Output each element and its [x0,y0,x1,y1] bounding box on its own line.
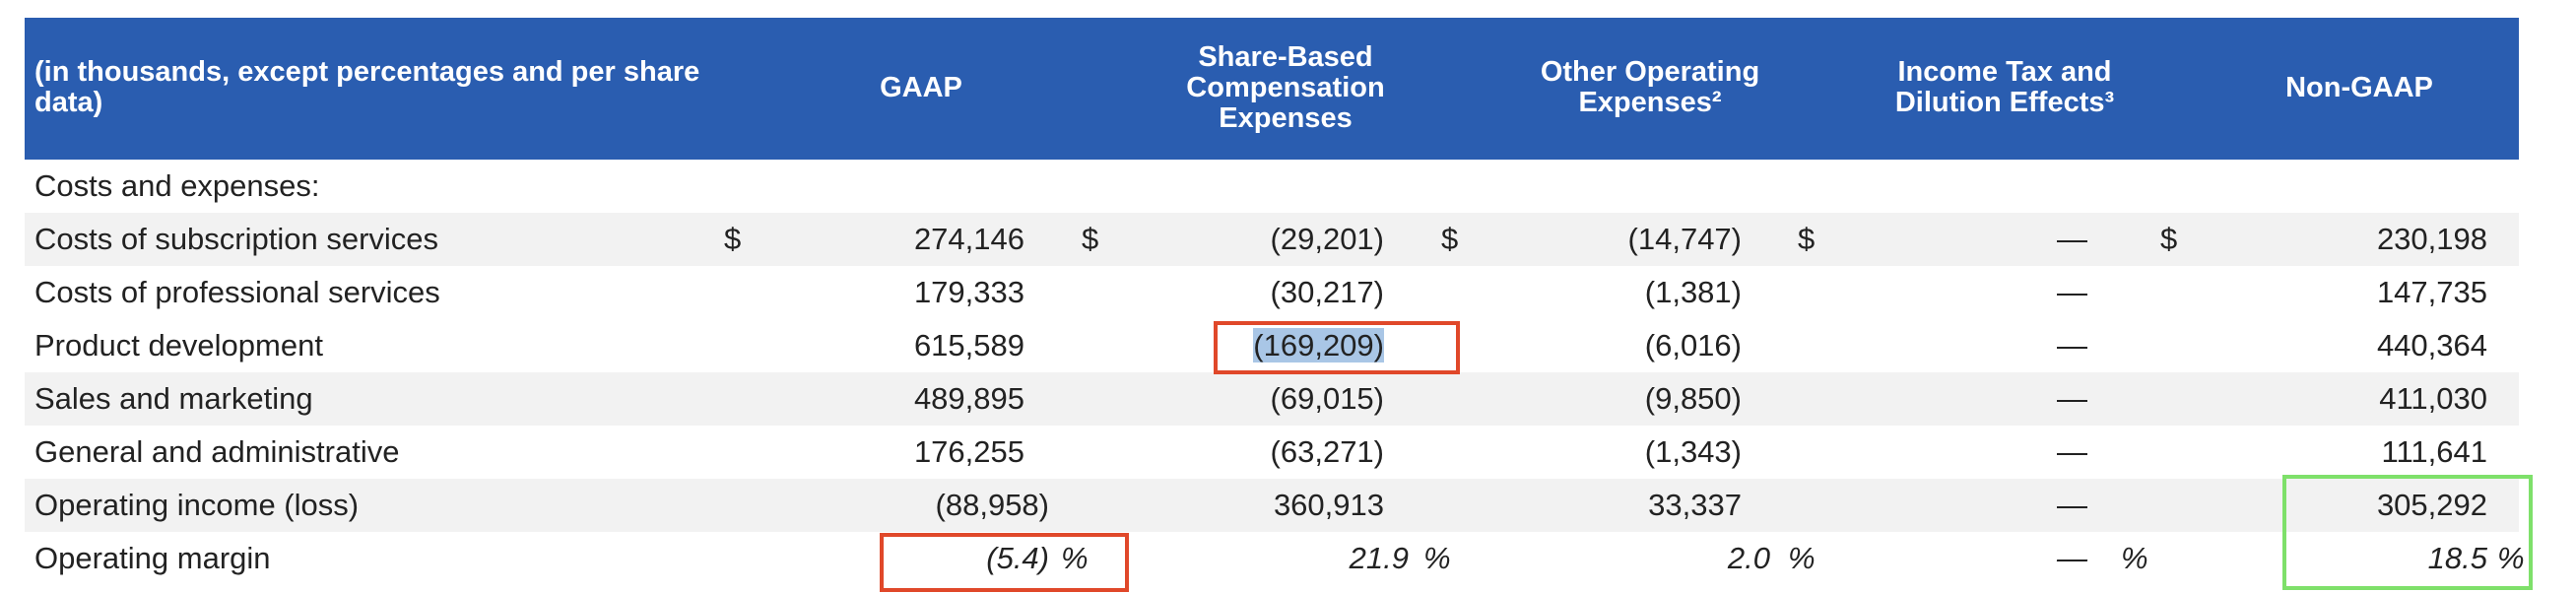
non-gaap-value: 305,292 [2376,488,2487,522]
sbc-value: (63,271) [1270,434,1384,469]
percent-sign: % [2121,541,2148,575]
header-income-tax-dilution: Income Tax and Dilution Effects³ [1894,56,2115,118]
dollar-sign: $ [1441,222,1459,256]
other-op-value: (9,850) [1644,381,1742,416]
gaap-value: 179,333 [913,275,1024,309]
non-gaap-value: 18.5 [2427,541,2487,575]
other-op-value: (14,747) [1627,222,1742,256]
non-gaap-value: 147,735 [2376,275,2487,309]
gaap-value: 615,589 [913,328,1024,362]
non-gaap-value: 411,030 [2379,381,2487,416]
tax-value: — [2057,328,2087,362]
selected-text[interactable]: (169,209) [1253,328,1384,362]
non-gaap-value: 230,198 [2376,222,2487,256]
table-row: Operating margin (5.4) % 21.9 % 2.0 % — … [25,532,2525,585]
row-label: Product development [34,328,323,362]
table-row: Costs of subscription services $ 274,146… [25,213,2519,266]
sbc-value: (30,217) [1270,275,1384,309]
header-label-column: (in thousands, except percentages and pe… [34,56,700,118]
tax-value: — [2057,381,2087,416]
row-label: Costs of professional services [34,275,440,309]
tax-value: — [2057,488,2087,522]
row-label: General and administrative [34,434,400,469]
tax-value: — [2057,275,2087,309]
row-label: Sales and marketing [34,381,313,416]
table-row: Operating income (loss) (88,958) 360,913… [25,479,2519,532]
table-row: Product development 615,589 (169,209) (6… [25,319,2519,372]
dollar-sign: $ [2160,222,2178,256]
section-label: Costs and expenses: [34,168,320,203]
table-row: Costs of professional services 179,333 (… [25,266,2519,319]
tax-value: — [2057,541,2087,575]
row-label: Operating margin [34,541,271,575]
other-op-value: (6,016) [1644,328,1742,362]
header-share-based-compensation: Share-Based Compensation Expenses [1186,41,1385,134]
percent-sign: % [1423,541,1451,575]
gaap-value: 274,146 [913,222,1024,256]
table-row: Sales and marketing 489,895 (69,015) (9,… [25,372,2519,426]
row-label: Operating income (loss) [34,488,360,522]
percent-sign: % [1061,541,1089,575]
non-gaap-value: 440,364 [2376,328,2487,362]
header-gaap: GAAP [880,72,962,103]
other-op-value: 2.0 [1727,541,1770,575]
gaap-value: 176,255 [913,434,1024,469]
gaap-value: 489,895 [913,381,1024,416]
section-row: Costs and expenses: [25,160,2519,213]
other-op-value: (1,381) [1644,275,1742,309]
percent-sign: % [1788,541,1816,575]
gaap-value: (5.4) [986,541,1049,575]
gaap-value: (88,958) [935,488,1049,522]
sbc-value: (69,015) [1270,381,1384,416]
tax-value: — [2057,434,2087,469]
other-op-value: (1,343) [1644,434,1742,469]
sbc-value: 21.9 [1349,541,1409,575]
header-non-gaap: Non-GAAP [2285,72,2433,103]
tax-value: — [2057,222,2087,256]
dollar-sign: $ [724,222,742,256]
row-label: Costs of subscription services [34,222,439,256]
other-op-value: 33,337 [1648,488,1742,522]
header-other-operating-expenses: Other Operating Expenses² [1540,56,1760,118]
percent-sign: % [2497,541,2525,575]
dollar-sign: $ [1082,222,1099,256]
sbc-value: (29,201) [1270,222,1384,256]
dollar-sign: $ [1798,222,1816,256]
table-row: General and administrative 176,255 (63,2… [25,426,2519,479]
sbc-value-selected[interactable]: (169,209) [1157,319,1384,372]
sbc-value: 360,913 [1273,488,1384,522]
non-gaap-value: 111,641 [2381,434,2487,469]
table-header: (in thousands, except percentages and pe… [25,18,2519,160]
